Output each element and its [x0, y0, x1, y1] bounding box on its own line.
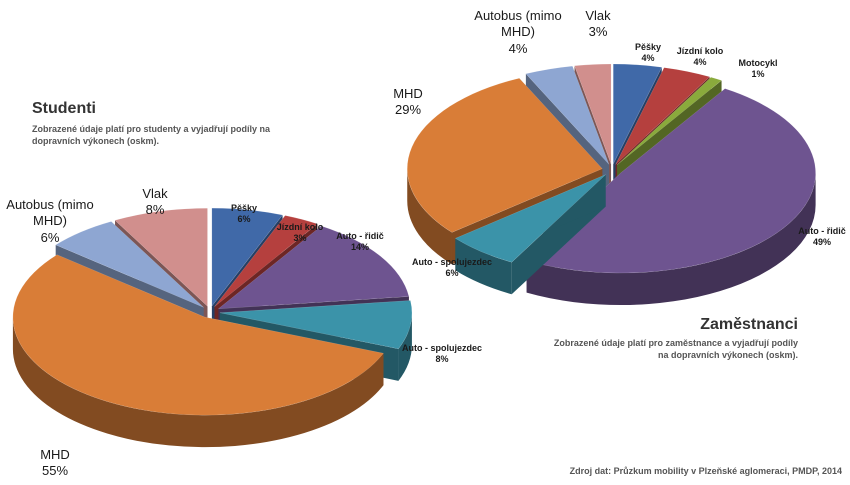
slice-name: Auto - řidič: [336, 231, 384, 241]
slice-top: [616, 76, 723, 166]
slice-label: MHD 29%: [383, 86, 433, 119]
slice-name: Auto - spolujezdec: [401, 343, 482, 353]
slice-label: Auto - řidič 14%: [330, 231, 390, 254]
slice-top: [211, 207, 283, 307]
slice-top: [526, 88, 816, 274]
slice-value: 8%: [435, 354, 449, 365]
slice-label: Pěšky 6%: [224, 203, 264, 226]
pie-slice: [12, 254, 384, 448]
slice-top: [219, 300, 413, 350]
slice-top: [615, 67, 711, 165]
slice-name: Motocykl: [738, 58, 778, 68]
slice-value: 4%: [641, 53, 655, 64]
slice-top: [574, 63, 612, 165]
slice-value: 3%: [293, 233, 307, 244]
chart-subtitle: Zobrazené údaje platí pro zaměstnance a …: [553, 338, 798, 360]
slice-wall: [398, 312, 412, 381]
slice-value: 8%: [145, 202, 165, 218]
slice-label: Autobus (mimo MHD) 4%: [471, 8, 566, 57]
slice-label: Pěšky 4%: [628, 42, 668, 65]
slice-value: 6%: [40, 229, 60, 245]
slice-name: Vlak: [142, 186, 168, 201]
slice-name: Autobus (mimo MHD): [6, 197, 94, 229]
slice-label: Vlak 3%: [578, 8, 618, 41]
slice-value: 4%: [508, 40, 528, 56]
slice-value: 3%: [588, 24, 608, 40]
slice-name: MHD: [393, 86, 423, 101]
slice-value: 4%: [693, 57, 707, 68]
slice-name: Vlak: [585, 8, 611, 23]
slice-top: [214, 215, 318, 307]
slice-value: 6%: [237, 214, 251, 225]
slice-name: Auto - spolujezdec: [411, 257, 492, 267]
slice-name: Pěšky: [634, 42, 662, 52]
slice-name: Pěšky: [230, 203, 258, 213]
slice-value: 14%: [350, 242, 369, 253]
slice-name: Autobus (mimo MHD): [474, 8, 562, 40]
slice-wall: [12, 317, 384, 448]
slice-label: Motocykl 1%: [728, 58, 788, 81]
source-note: Zdroj dat: Průzkum mobility v Plzeňské a…: [569, 466, 842, 476]
slice-value: 6%: [445, 268, 459, 279]
slice-value: 49%: [812, 237, 831, 248]
slice-name: Auto - řidič: [798, 226, 846, 236]
slice-value: 1%: [751, 69, 765, 80]
slice-name: Jízdní kolo: [676, 46, 724, 56]
slice-label: Vlak 8%: [135, 186, 175, 219]
slice-label: Jízdní kolo 4%: [670, 46, 730, 69]
chart-subtitle: Zobrazené údaje platí pro studenty a vyj…: [32, 124, 271, 146]
slice-wall: [526, 173, 816, 306]
slice-label: Autobus (mimo MHD) 6%: [0, 197, 100, 246]
slice-label: Auto - spolujezdec 8%: [392, 343, 492, 366]
slice-label: Jízdní kolo 3%: [270, 222, 330, 245]
slice-label: Auto - řidič 49%: [792, 226, 850, 249]
slice-top: [12, 254, 384, 416]
slice-name: MHD: [40, 447, 70, 462]
slice-top: [454, 174, 606, 263]
slice-label: Auto - spolujezdec 6%: [402, 257, 502, 280]
slice-top: [525, 65, 610, 165]
slice-wall: [407, 168, 452, 265]
chart-title: Zaměstnanci: [700, 316, 798, 333]
slice-top: [613, 63, 663, 165]
slice-value: 29%: [394, 102, 422, 118]
pie-slice: [454, 174, 606, 295]
chart-title: Studenti: [32, 100, 96, 117]
slice-top: [55, 221, 204, 308]
slice-top: [407, 77, 603, 233]
slice-name: Jízdní kolo: [276, 222, 324, 232]
slice-wall: [455, 238, 512, 295]
slice-top: [114, 207, 208, 307]
slice-value: 55%: [41, 463, 69, 479]
slice-label: MHD 55%: [25, 447, 85, 480]
slice-top: [217, 225, 410, 310]
